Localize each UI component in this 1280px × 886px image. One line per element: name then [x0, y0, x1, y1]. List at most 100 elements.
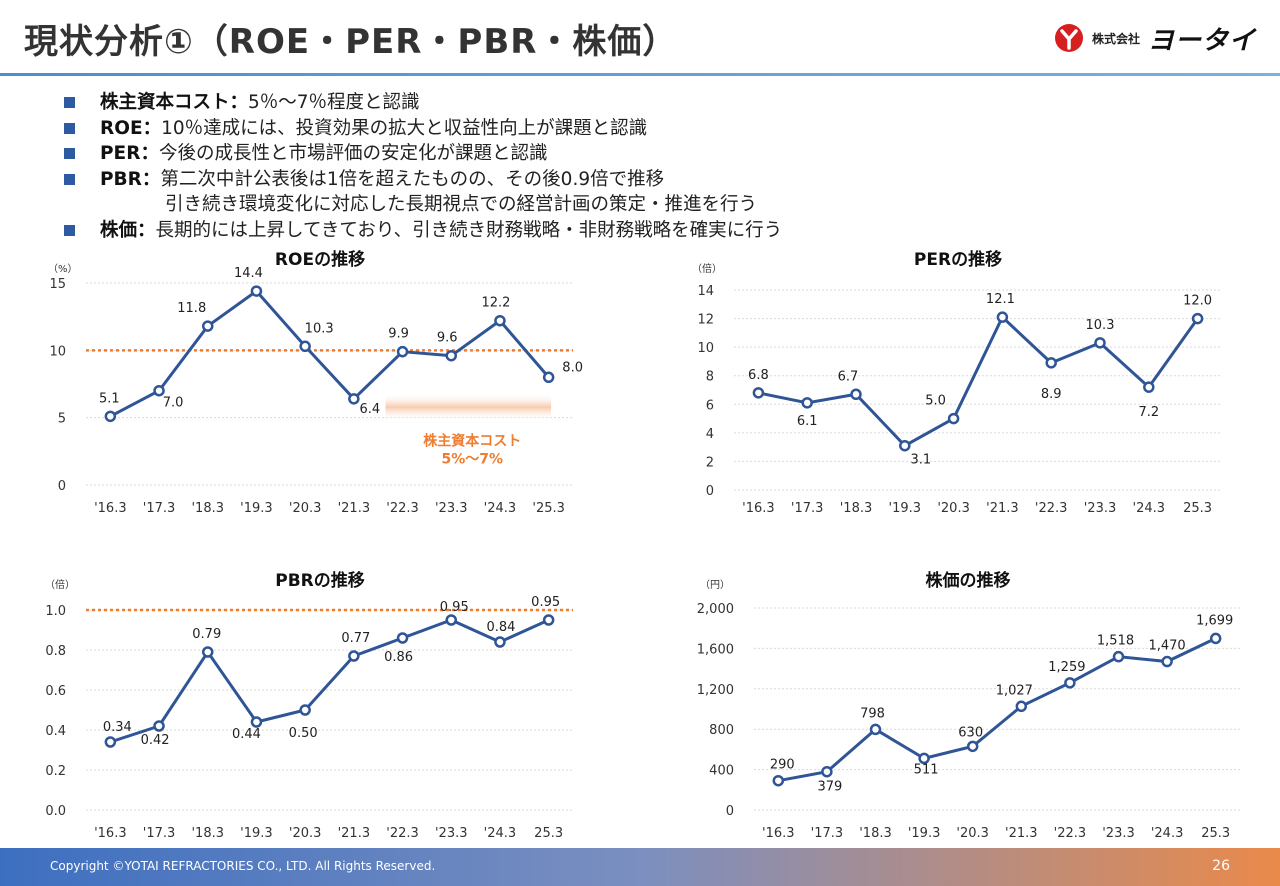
data-point [918, 752, 930, 765]
data-point [202, 646, 214, 658]
data-label: 6.1 [797, 414, 818, 429]
y-tick-label: 2,000 [697, 602, 734, 617]
data-label: 0.50 [289, 726, 318, 741]
x-tick-label: '17.3 [791, 501, 824, 516]
x-tick-label: '22.3 [386, 826, 419, 841]
y-tick-label: 1.0 [45, 604, 66, 619]
data-label: 0.44 [232, 727, 261, 742]
data-point [1191, 312, 1204, 325]
bullet-text-continued: 引き続き環境変化に対応した長期視点での経営計画の策定・推進を行う [165, 194, 758, 215]
data-label: 290 [770, 758, 795, 773]
x-tick-label: 25.3 [1183, 501, 1212, 516]
series-line [109, 289, 550, 418]
data-point [752, 387, 765, 399]
x-tick-label: '19.3 [908, 826, 941, 841]
company-logo: 株式会社 ヨータイ [1054, 22, 1256, 56]
bullet-square-icon [64, 173, 75, 185]
x-tick-label: '16.3 [94, 501, 127, 516]
y-tick-label: 14 [697, 284, 714, 299]
series-line [109, 618, 550, 744]
x-tick-label: '20.3 [956, 826, 989, 841]
y-tick-label: 1,600 [697, 642, 734, 657]
data-label: 6.8 [748, 368, 769, 383]
x-tick-label: '19.3 [240, 501, 273, 516]
x-tick-label: '21.3 [986, 501, 1019, 516]
data-label: 1,027 [996, 683, 1033, 698]
data-point [947, 412, 960, 425]
x-tick-label: '18.3 [840, 501, 873, 516]
y-tick-label: 15 [49, 277, 66, 292]
chart-title: 株価の推移 [926, 570, 1011, 591]
data-label: 0.79 [192, 627, 221, 642]
bullet-key: PER： [100, 143, 159, 164]
bullet-item: 株主資本コスト：5％～7％程度と認識 [62, 90, 782, 116]
chart-title: ROEの推移 [275, 249, 365, 270]
x-tick-label: '21.3 [338, 826, 371, 841]
data-point [299, 340, 311, 353]
data-point [1209, 632, 1222, 645]
data-point [299, 704, 311, 716]
x-tick-label: '17.3 [143, 501, 176, 516]
data-label: 5.0 [925, 394, 946, 409]
data-point [250, 716, 263, 728]
data-point [1064, 677, 1076, 689]
data-point [104, 736, 117, 748]
bullet-key: ROE： [100, 117, 162, 139]
copyright-text: Copyright ©YOTAI REFRACTORIES CO., LTD. … [50, 859, 436, 873]
x-tick-label: '18.3 [859, 826, 892, 841]
bullet-text: 長期的には上昇してきており、引き続き財務戦略・非財務戦略を確実に行う [155, 219, 783, 241]
data-label: 1,699 [1196, 613, 1233, 628]
data-label: 11.8 [177, 301, 206, 316]
data-label: 9.9 [388, 327, 409, 342]
x-tick-label: '19.3 [240, 826, 273, 841]
chart-unit-label: （円） [700, 579, 730, 591]
x-tick-label: '24.3 [1133, 501, 1166, 516]
bullet-key: 株主資本コスト： [100, 92, 249, 113]
data-point [542, 614, 555, 626]
data-label: 1,259 [1048, 660, 1085, 675]
per-chart: PERの推移 （倍） 0 2 4 6 8 10 12 14 '16.3 '17.3 '18.3 '19.3… [692, 249, 1222, 516]
x-tick-label: '22.3 [1035, 501, 1068, 516]
title-divider [0, 73, 1280, 76]
bullet-text: 第二次中計公表後は1倍を超えたものの、その後0.9倍で推移 [160, 168, 665, 190]
x-tick-label: '25.3 [532, 501, 565, 516]
y-tick-label: 0.6 [45, 684, 66, 699]
data-point [1112, 650, 1125, 663]
bullet-text: 10％達成には、投資効果の拡大と収益性向上が課題と認識 [161, 117, 648, 139]
data-label: 798 [860, 706, 885, 721]
data-point [348, 393, 360, 405]
data-label: 12.2 [481, 296, 510, 311]
data-label: 0.95 [440, 600, 469, 615]
bullet-text: 5％～7％程度と認識 [248, 92, 420, 113]
chart-unit-label: （倍） [45, 578, 75, 591]
cost-of-equity-band [385, 394, 552, 420]
x-tick-label: '18.3 [191, 501, 224, 516]
data-label: 8.9 [1041, 387, 1062, 402]
x-tick-label: '23.3 [435, 501, 468, 516]
x-tick-label: 25.3 [534, 826, 563, 841]
bullet-item: PBR：第二次中計公表後は1倍を超えたものの、その後0.9倍で推移 引き続き環境… [62, 167, 782, 218]
bullet-square-icon [64, 97, 75, 108]
chart-title: PERの推移 [914, 249, 1002, 270]
x-tick-label: '20.3 [937, 501, 970, 516]
stock-price-chart: 株価の推移 （円） 0 400 800 1,200 1,600 2,000 '16.3 '17.3… [697, 570, 1240, 841]
x-tick-label: '23.3 [435, 826, 468, 841]
y-tick-label: 2 [706, 455, 714, 470]
data-point [494, 636, 506, 648]
data-label: 14.4 [234, 266, 263, 281]
y-tick-label: 10 [697, 341, 714, 356]
x-tick-label: '23.3 [1102, 826, 1135, 841]
bullet-item: PER：今後の成長性と市場評価の安定化が課題と認識 [62, 141, 782, 167]
data-label: 630 [958, 725, 983, 740]
band-label: 5%～7% [442, 452, 504, 468]
y-tick-label: 6 [706, 398, 714, 413]
y-tick-label: 0.0 [45, 804, 66, 819]
bullet-square-icon [64, 122, 75, 134]
y-tick-label: 12 [697, 313, 714, 328]
data-label: 0.84 [486, 620, 515, 635]
chart-title: PBRの推移 [275, 570, 365, 591]
chart-unit-label: （倍） [692, 262, 722, 275]
data-label: 511 [914, 762, 939, 777]
data-point [772, 774, 785, 787]
y-tick-label: 400 [709, 764, 734, 779]
